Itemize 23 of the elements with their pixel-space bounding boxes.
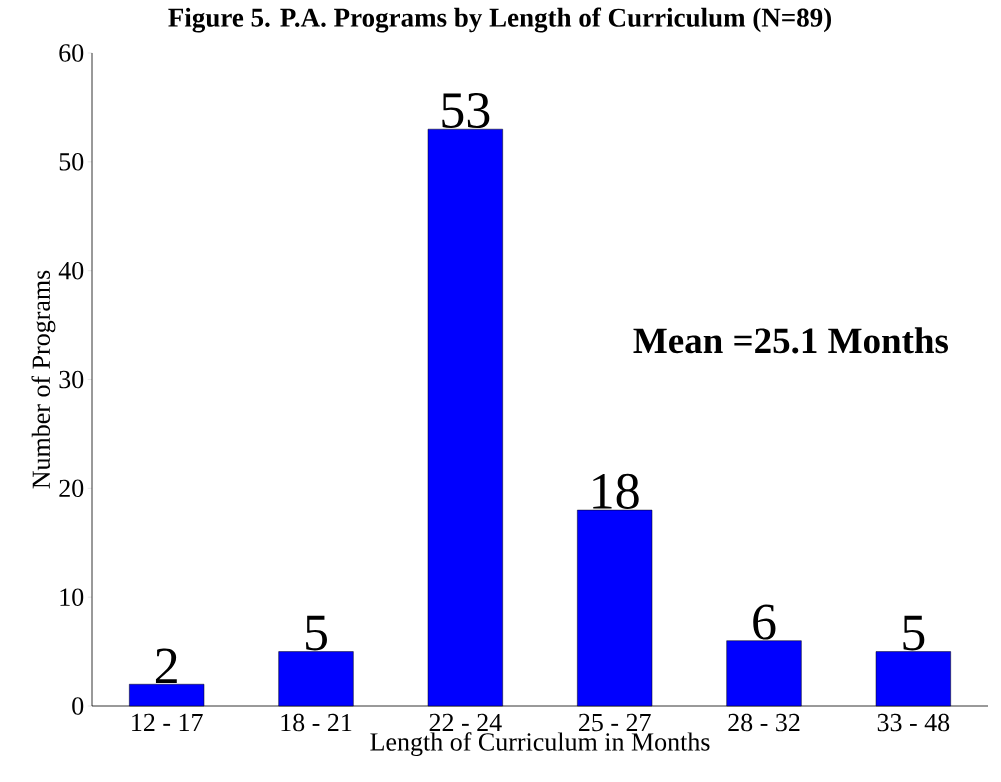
y-tick-label: 30 — [59, 370, 84, 389]
data-label: 6 — [753, 604, 776, 640]
data-label: 53 — [442, 93, 490, 128]
y-tick-label: 20 — [59, 479, 84, 498]
data-label: 5 — [903, 615, 925, 651]
y-tick-label: 40 — [58, 261, 84, 280]
x-tick-label: 22 - 24 — [429, 713, 502, 731]
data-label: 5 — [306, 615, 327, 651]
x-tick-label: 33 - 48 — [877, 713, 950, 732]
data-label: 2 — [155, 648, 177, 684]
x-tick-label: 25 - 27 — [578, 713, 651, 732]
x-tick-label: 18 - 21 — [281, 713, 352, 732]
x-axis-title: Length of Curriculum in Months — [370, 732, 710, 757]
y-tick-label: 0 — [72, 697, 84, 715]
chart-title: Figure 5. P.A. Programs by Length of Curriculum (N=89) — [168, 7, 832, 33]
x-tick-label: 12 - 17 — [132, 713, 203, 731]
y-tick-label: 60 — [59, 44, 84, 62]
y-tick-label: 50 — [59, 153, 84, 171]
data-label: 18 — [593, 473, 639, 509]
y-axis-title: Number of Programs — [31, 270, 56, 489]
annotation: Mean =25.1 Months — [633, 327, 949, 354]
y-tick-label: 10 — [60, 588, 84, 606]
x-tick-label: 28 - 32 — [728, 713, 800, 732]
